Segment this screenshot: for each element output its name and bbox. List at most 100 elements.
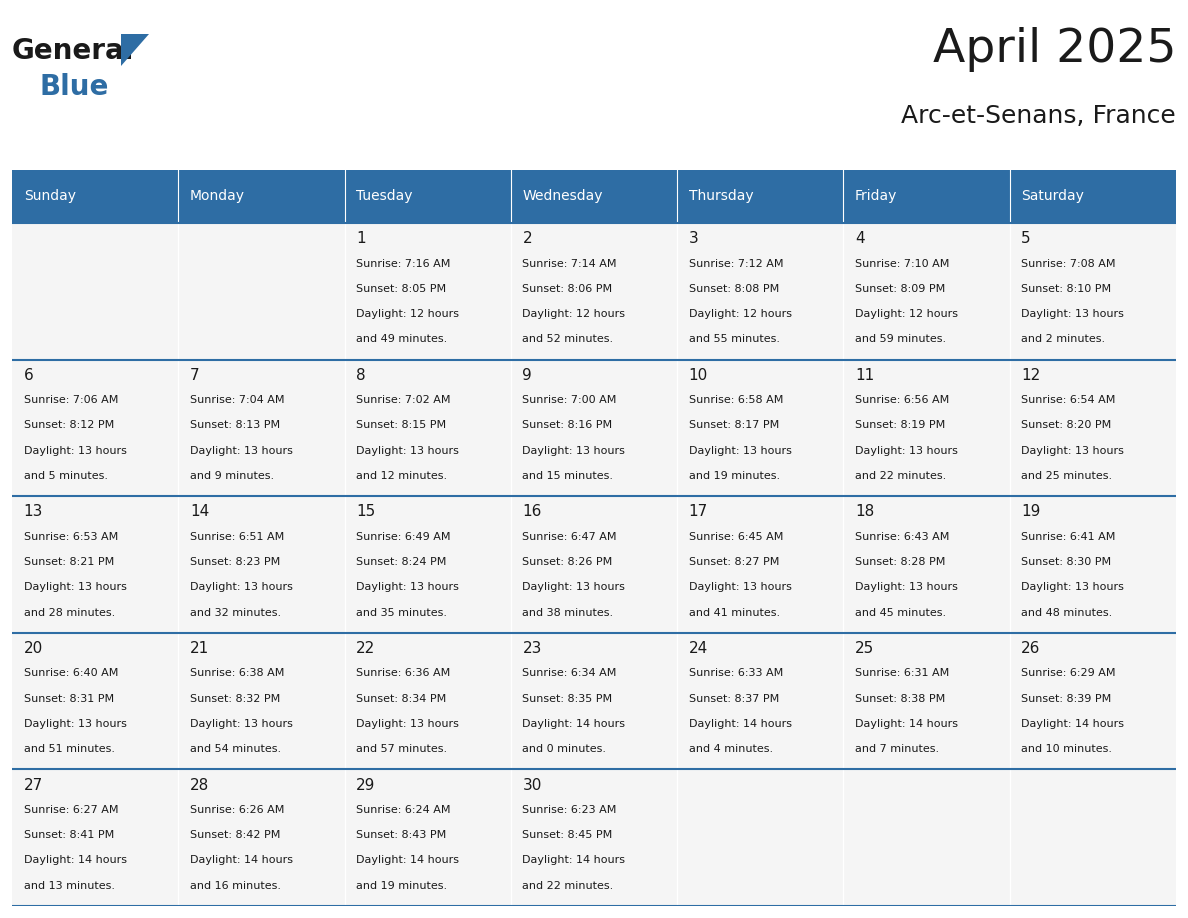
Text: and 0 minutes.: and 0 minutes. xyxy=(523,744,607,754)
Text: Daylight: 13 hours: Daylight: 13 hours xyxy=(855,582,958,592)
Bar xyxy=(1010,633,1176,769)
Bar xyxy=(511,633,677,769)
Text: Daylight: 13 hours: Daylight: 13 hours xyxy=(190,582,292,592)
Text: and 22 minutes.: and 22 minutes. xyxy=(523,880,614,890)
Bar xyxy=(345,360,511,497)
Text: April 2025: April 2025 xyxy=(933,27,1176,72)
Text: Sunrise: 7:10 AM: Sunrise: 7:10 AM xyxy=(855,259,949,268)
Text: Daylight: 13 hours: Daylight: 13 hours xyxy=(1022,309,1124,319)
Bar xyxy=(12,497,178,633)
Text: Sunset: 8:41 PM: Sunset: 8:41 PM xyxy=(24,830,114,840)
Bar xyxy=(12,223,178,360)
Text: Sunset: 8:09 PM: Sunset: 8:09 PM xyxy=(855,284,946,294)
Text: 4: 4 xyxy=(855,231,865,246)
Bar xyxy=(1010,497,1176,633)
Text: Sunset: 8:13 PM: Sunset: 8:13 PM xyxy=(190,420,280,431)
Text: 11: 11 xyxy=(855,368,874,383)
Text: Sunset: 8:15 PM: Sunset: 8:15 PM xyxy=(356,420,447,431)
Bar xyxy=(12,170,178,223)
Bar xyxy=(843,360,1010,497)
Text: Sunrise: 6:29 AM: Sunrise: 6:29 AM xyxy=(1022,668,1116,678)
Text: Sunset: 8:20 PM: Sunset: 8:20 PM xyxy=(1022,420,1112,431)
Text: 9: 9 xyxy=(523,368,532,383)
Text: Sunset: 8:39 PM: Sunset: 8:39 PM xyxy=(1022,694,1112,703)
Text: Sunrise: 6:38 AM: Sunrise: 6:38 AM xyxy=(190,668,284,678)
Text: Sunset: 8:42 PM: Sunset: 8:42 PM xyxy=(190,830,280,840)
Text: Sunrise: 7:14 AM: Sunrise: 7:14 AM xyxy=(523,259,617,268)
Text: Sunrise: 6:24 AM: Sunrise: 6:24 AM xyxy=(356,805,450,815)
Bar xyxy=(1010,170,1176,223)
Text: and 22 minutes.: and 22 minutes. xyxy=(855,471,947,481)
Text: Sunrise: 6:56 AM: Sunrise: 6:56 AM xyxy=(855,395,949,405)
Bar xyxy=(345,769,511,906)
Text: and 19 minutes.: and 19 minutes. xyxy=(689,471,779,481)
Text: Sunset: 8:16 PM: Sunset: 8:16 PM xyxy=(523,420,613,431)
Text: 28: 28 xyxy=(190,778,209,792)
Bar xyxy=(178,170,345,223)
Bar xyxy=(178,633,345,769)
Text: and 54 minutes.: and 54 minutes. xyxy=(190,744,282,754)
Text: Daylight: 13 hours: Daylight: 13 hours xyxy=(356,582,459,592)
Bar xyxy=(511,497,677,633)
Text: Sunset: 8:31 PM: Sunset: 8:31 PM xyxy=(24,694,114,703)
Bar xyxy=(843,223,1010,360)
Text: Sunrise: 6:31 AM: Sunrise: 6:31 AM xyxy=(855,668,949,678)
Text: Daylight: 13 hours: Daylight: 13 hours xyxy=(523,445,625,455)
Text: Daylight: 14 hours: Daylight: 14 hours xyxy=(356,856,460,866)
Text: Wednesday: Wednesday xyxy=(523,189,604,204)
Text: Daylight: 14 hours: Daylight: 14 hours xyxy=(190,856,293,866)
Text: Daylight: 13 hours: Daylight: 13 hours xyxy=(523,582,625,592)
Text: Daylight: 14 hours: Daylight: 14 hours xyxy=(689,719,791,729)
Text: Arc-et-Senans, France: Arc-et-Senans, France xyxy=(902,104,1176,128)
Text: Daylight: 13 hours: Daylight: 13 hours xyxy=(190,719,292,729)
Text: Daylight: 14 hours: Daylight: 14 hours xyxy=(855,719,958,729)
Text: 18: 18 xyxy=(855,504,874,520)
Text: and 13 minutes.: and 13 minutes. xyxy=(24,880,114,890)
Text: Sunset: 8:19 PM: Sunset: 8:19 PM xyxy=(855,420,946,431)
Text: and 59 minutes.: and 59 minutes. xyxy=(855,334,946,344)
Text: Daylight: 14 hours: Daylight: 14 hours xyxy=(24,856,127,866)
Text: Sunset: 8:28 PM: Sunset: 8:28 PM xyxy=(855,557,946,567)
Text: and 41 minutes.: and 41 minutes. xyxy=(689,608,779,618)
Text: Sunrise: 6:34 AM: Sunrise: 6:34 AM xyxy=(523,668,617,678)
Text: 14: 14 xyxy=(190,504,209,520)
Bar xyxy=(843,170,1010,223)
Text: 24: 24 xyxy=(689,641,708,656)
Bar xyxy=(677,497,843,633)
Text: 13: 13 xyxy=(24,504,43,520)
Text: Sunrise: 7:04 AM: Sunrise: 7:04 AM xyxy=(190,395,284,405)
Text: Daylight: 13 hours: Daylight: 13 hours xyxy=(24,582,126,592)
Text: 21: 21 xyxy=(190,641,209,656)
Bar xyxy=(345,223,511,360)
Text: Sunrise: 7:06 AM: Sunrise: 7:06 AM xyxy=(24,395,118,405)
Text: Sunrise: 6:53 AM: Sunrise: 6:53 AM xyxy=(24,532,118,542)
Text: Sunrise: 6:47 AM: Sunrise: 6:47 AM xyxy=(523,532,617,542)
Text: and 52 minutes.: and 52 minutes. xyxy=(523,334,614,344)
Text: Daylight: 14 hours: Daylight: 14 hours xyxy=(523,719,626,729)
Text: Sunrise: 6:26 AM: Sunrise: 6:26 AM xyxy=(190,805,284,815)
Text: Sunset: 8:32 PM: Sunset: 8:32 PM xyxy=(190,694,280,703)
Text: and 45 minutes.: and 45 minutes. xyxy=(855,608,946,618)
Text: and 15 minutes.: and 15 minutes. xyxy=(523,471,613,481)
Text: 10: 10 xyxy=(689,368,708,383)
Text: Sunset: 8:34 PM: Sunset: 8:34 PM xyxy=(356,694,447,703)
Text: and 16 minutes.: and 16 minutes. xyxy=(190,880,280,890)
Text: and 48 minutes.: and 48 minutes. xyxy=(1022,608,1113,618)
Text: 29: 29 xyxy=(356,778,375,792)
Text: Sunset: 8:17 PM: Sunset: 8:17 PM xyxy=(689,420,779,431)
Text: and 51 minutes.: and 51 minutes. xyxy=(24,744,114,754)
Text: Sunrise: 6:43 AM: Sunrise: 6:43 AM xyxy=(855,532,949,542)
Text: Sunset: 8:21 PM: Sunset: 8:21 PM xyxy=(24,557,114,567)
Bar xyxy=(345,497,511,633)
Bar xyxy=(12,360,178,497)
Polygon shape xyxy=(121,34,148,66)
Text: Sunrise: 6:49 AM: Sunrise: 6:49 AM xyxy=(356,532,450,542)
Text: 30: 30 xyxy=(523,778,542,792)
Text: 19: 19 xyxy=(1022,504,1041,520)
Text: Sunrise: 6:51 AM: Sunrise: 6:51 AM xyxy=(190,532,284,542)
Text: 1: 1 xyxy=(356,231,366,246)
Text: Sunrise: 6:23 AM: Sunrise: 6:23 AM xyxy=(523,805,617,815)
Text: and 32 minutes.: and 32 minutes. xyxy=(190,608,282,618)
Text: and 19 minutes.: and 19 minutes. xyxy=(356,880,448,890)
Bar xyxy=(677,170,843,223)
